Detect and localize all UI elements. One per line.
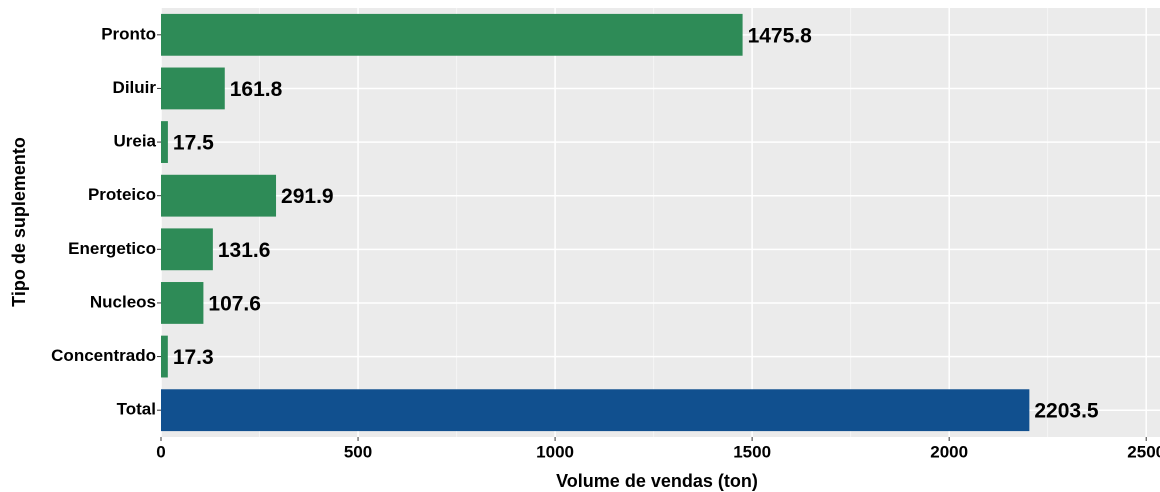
x-tick-label: 2500 <box>1127 442 1160 461</box>
x-axis-label: Volume de vendas (ton) <box>556 471 758 491</box>
y-tick-label: Pronto <box>101 24 156 43</box>
x-tick-label: 0 <box>156 442 165 461</box>
value-label: 1475.8 <box>748 24 813 47</box>
bar <box>161 121 168 163</box>
bar <box>161 335 168 378</box>
bar <box>161 174 277 217</box>
y-tick-label: Ureia <box>113 132 156 151</box>
bar <box>161 228 213 271</box>
value-label: 17.5 <box>173 132 214 155</box>
y-tick-label: Concentrado <box>51 346 156 365</box>
x-tick-label: 500 <box>344 442 372 461</box>
bar <box>161 67 225 110</box>
y-tick-label: Energetico <box>68 239 156 258</box>
x-tick-label: 2000 <box>930 442 968 461</box>
x-tick-label: 1500 <box>733 442 771 461</box>
value-label: 291.9 <box>281 185 334 208</box>
y-tick-label: Proteico <box>88 185 156 204</box>
value-label: 131.6 <box>218 239 271 262</box>
y-tick-label: Diluir <box>113 78 157 97</box>
y-axis-label: Tipo de suplemento <box>9 137 29 307</box>
value-label: 17.3 <box>173 346 214 369</box>
bar <box>161 13 743 56</box>
bar <box>161 282 204 324</box>
y-tick-label: Total <box>117 400 156 419</box>
plot-panel <box>161 8 1160 437</box>
value-label: 2203.5 <box>1034 400 1099 423</box>
bar <box>161 389 1030 432</box>
y-tick-label: Nucleos <box>90 292 156 311</box>
value-label: 107.6 <box>208 292 261 315</box>
value-label: 161.8 <box>230 78 283 101</box>
x-tick-label: 1000 <box>536 442 574 461</box>
